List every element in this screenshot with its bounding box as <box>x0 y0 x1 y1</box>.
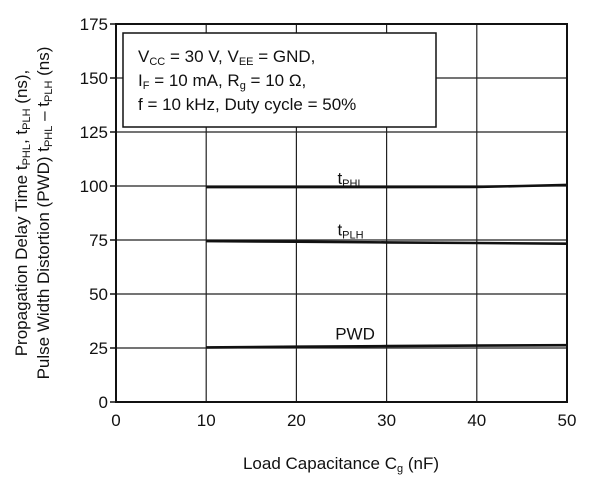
series-label-tplh: tPLH <box>337 221 363 242</box>
y-axis-title-line1-part-0: Propagation Delay Time t <box>12 165 31 356</box>
y-axis-title-line1-part-1: PHL <box>21 144 33 165</box>
y-tick-label: 50 <box>89 285 108 304</box>
y-axis-title-line1-part-4: (ns), <box>12 70 31 109</box>
x-axis-title-main: Load Capacitance C <box>243 454 397 473</box>
y-tick-label: 0 <box>99 393 108 412</box>
y-tick-label: 150 <box>80 69 108 88</box>
series-line-tphl <box>206 183 568 189</box>
x-axis-title-unit: (nF) <box>403 454 439 473</box>
annotation-line-1-part-2: = 30 V, V <box>165 47 239 66</box>
series-line-tplh <box>206 239 568 245</box>
x-tick-label: 50 <box>558 411 577 430</box>
annotation-line-2-part-4: = 10 Ω, <box>246 71 306 90</box>
y-tick-label: 175 <box>80 15 108 34</box>
x-axis-title-sub: g <box>397 463 403 475</box>
conditions-annotation: VCC = 30 V, VEE = GND, IF = 10 mA, Rg = 1… <box>122 32 437 128</box>
y-axis-title-line2-part-2: – t <box>34 102 53 126</box>
annotation-line-2: IF = 10 mA, Rg = 10 Ω, <box>138 71 306 92</box>
annotation-box <box>122 32 437 128</box>
annotation-line-3-part-0: f = 10 kHz, Duty cycle = 50% <box>138 95 356 114</box>
y-axis-title-line2-part-3: PLH <box>43 81 55 102</box>
x-tick-label: 0 <box>111 411 120 430</box>
x-tick-label: 10 <box>197 411 216 430</box>
y-tick-label: 25 <box>89 339 108 358</box>
y-axis-title-line2-part-4: (ns) <box>34 47 53 81</box>
series-line-pwd <box>206 343 568 349</box>
series-label-sub: PHL <box>342 178 363 190</box>
annotation-line-2-part-0: I <box>138 71 143 90</box>
y-tick-labels: 0 25 50 75 100 125 150 175 <box>80 15 108 412</box>
x-tick-label: 40 <box>467 411 486 430</box>
series-label-main: t <box>337 221 342 240</box>
annotation-line-2-part-2: = 10 mA, R <box>149 71 239 90</box>
y-axis-title-line1-part-3: PLH <box>21 108 33 129</box>
y-axis-title-line1-part-2: , t <box>12 130 31 144</box>
annotation-line-3: f = 10 kHz, Duty cycle = 50% <box>138 95 356 114</box>
annotation-line-1-part-3: EE <box>239 56 254 68</box>
series-label-main: t <box>337 169 342 188</box>
y-tick-label: 75 <box>89 231 108 250</box>
y-tick-label: 100 <box>80 177 108 196</box>
series-label-tphl: tPHL <box>337 169 363 190</box>
y-axis-title-line2: Pulse Width Distortion (PWD) tPHL – tPLH… <box>34 47 55 380</box>
annotation-line-1-part-0: V <box>138 47 150 66</box>
x-tick-labels: 0 10 20 30 40 50 <box>111 411 576 430</box>
x-axis-title: Load Capacitance Cg (nF) <box>243 454 439 475</box>
series-label-pwd: PWD <box>335 324 375 343</box>
y-axis-title: Propagation Delay Time tPHL, tPLH (ns),P… <box>12 47 55 380</box>
annotation-line-1: VCC = 30 V, VEE = GND, <box>138 47 315 68</box>
x-tick-label: 30 <box>377 411 396 430</box>
annotation-line-2-part-3: g <box>240 80 246 92</box>
annotation-line-2-part-1: F <box>143 80 150 92</box>
x-tick-label: 20 <box>287 411 306 430</box>
plot-frame <box>115 23 568 403</box>
y-axis-title-line2-part-1: PHL <box>43 126 55 147</box>
annotation-line-1-part-4: = GND, <box>254 47 316 66</box>
y-axis-title-line2-part-0: Pulse Width Distortion (PWD) t <box>34 147 53 380</box>
series-label-main: PWD <box>335 324 375 343</box>
y-tick-label: 125 <box>80 123 108 142</box>
y-axis-title-line1: Propagation Delay Time tPHL, tPLH (ns), <box>12 70 33 357</box>
annotation-line-1-part-1: CC <box>149 56 165 68</box>
series-label-sub: PLH <box>342 230 363 242</box>
